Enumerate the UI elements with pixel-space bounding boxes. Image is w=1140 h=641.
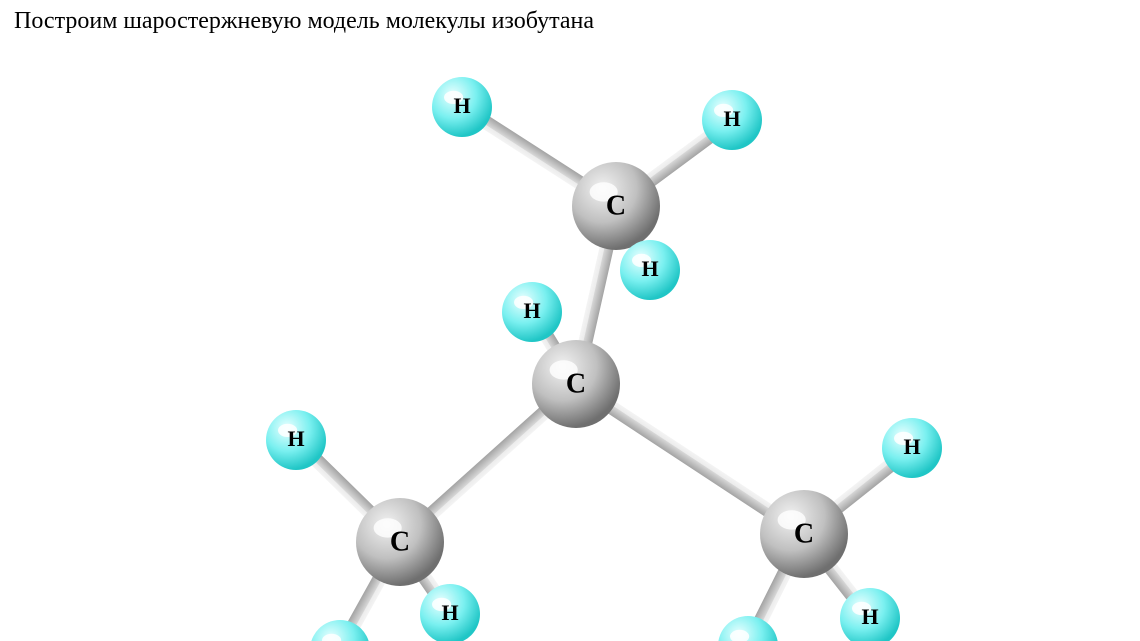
carbon-atom: C [760, 490, 848, 578]
atom-label: H [903, 434, 920, 459]
hydrogen-atom: H [432, 77, 492, 137]
atom-label: H [287, 426, 304, 451]
atom-label: H [453, 93, 470, 118]
carbon-atom: C [532, 340, 620, 428]
atom-label: C [794, 518, 814, 549]
atom-label: C [390, 526, 410, 557]
atom-label: C [566, 368, 586, 399]
carbon-atom: C [356, 498, 444, 586]
bond [592, 391, 787, 526]
hydrogen-atom: H [266, 410, 326, 470]
hydrogen-atom: H [702, 90, 762, 150]
atom-label: H [723, 106, 740, 131]
carbon-atom: C [572, 162, 660, 250]
hydrogen-atom: H [882, 418, 942, 478]
atom-label: H [641, 256, 658, 281]
atom-label: H [441, 600, 458, 625]
hydrogen-atom: H [502, 282, 562, 342]
atom-label: C [606, 190, 626, 221]
atom-label: H [523, 298, 540, 323]
atom-label: H [861, 604, 878, 629]
bond [413, 395, 562, 531]
molecule-diagram: C C C C H H H H H H H H [0, 0, 1140, 641]
hydrogen-atom [718, 616, 778, 641]
hydrogen-atom: H [620, 240, 680, 300]
